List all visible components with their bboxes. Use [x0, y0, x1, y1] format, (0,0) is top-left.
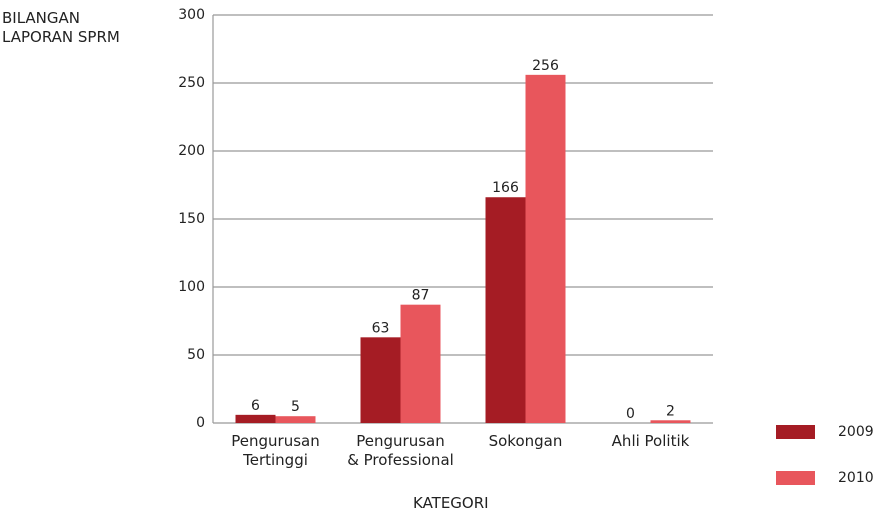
y-tick-label: 300	[178, 7, 205, 23]
x-tick-label: Pengurusan Tertinggi	[231, 432, 320, 469]
legend-label: 2010	[838, 470, 874, 486]
x-tick-label: Ahli Politik	[611, 432, 690, 450]
x-tick-label: Pengurusan & Professional	[347, 432, 454, 469]
y-tick-label: 250	[178, 75, 205, 91]
y-tick-label: 200	[178, 143, 205, 159]
value-label: 63	[372, 320, 390, 336]
bar	[360, 337, 401, 423]
y-tick-label: 150	[178, 211, 205, 227]
value-label: 256	[532, 58, 559, 74]
bar	[275, 416, 316, 423]
value-label: 87	[412, 288, 430, 304]
value-label: 166	[492, 180, 519, 196]
value-label: 5	[291, 399, 300, 415]
x-axis-label: KATEGORI	[413, 494, 489, 512]
bar	[650, 420, 691, 423]
legend-label: 2009	[838, 424, 874, 440]
bar	[525, 74, 566, 423]
bar	[235, 414, 276, 423]
y-tick-label: 50	[187, 347, 205, 363]
legend-swatch	[776, 471, 815, 485]
bar	[400, 304, 441, 423]
y-axis-label: BILANGAN LAPORAN SPRM	[2, 9, 120, 46]
y-tick-label: 100	[178, 279, 205, 295]
value-label: 0	[626, 406, 635, 422]
legend-swatch	[776, 425, 815, 439]
value-label: 6	[251, 398, 260, 414]
x-tick-label: Sokongan	[488, 432, 563, 450]
bar	[485, 197, 526, 423]
value-label: 2	[666, 403, 675, 419]
y-tick-label: 0	[196, 415, 205, 431]
